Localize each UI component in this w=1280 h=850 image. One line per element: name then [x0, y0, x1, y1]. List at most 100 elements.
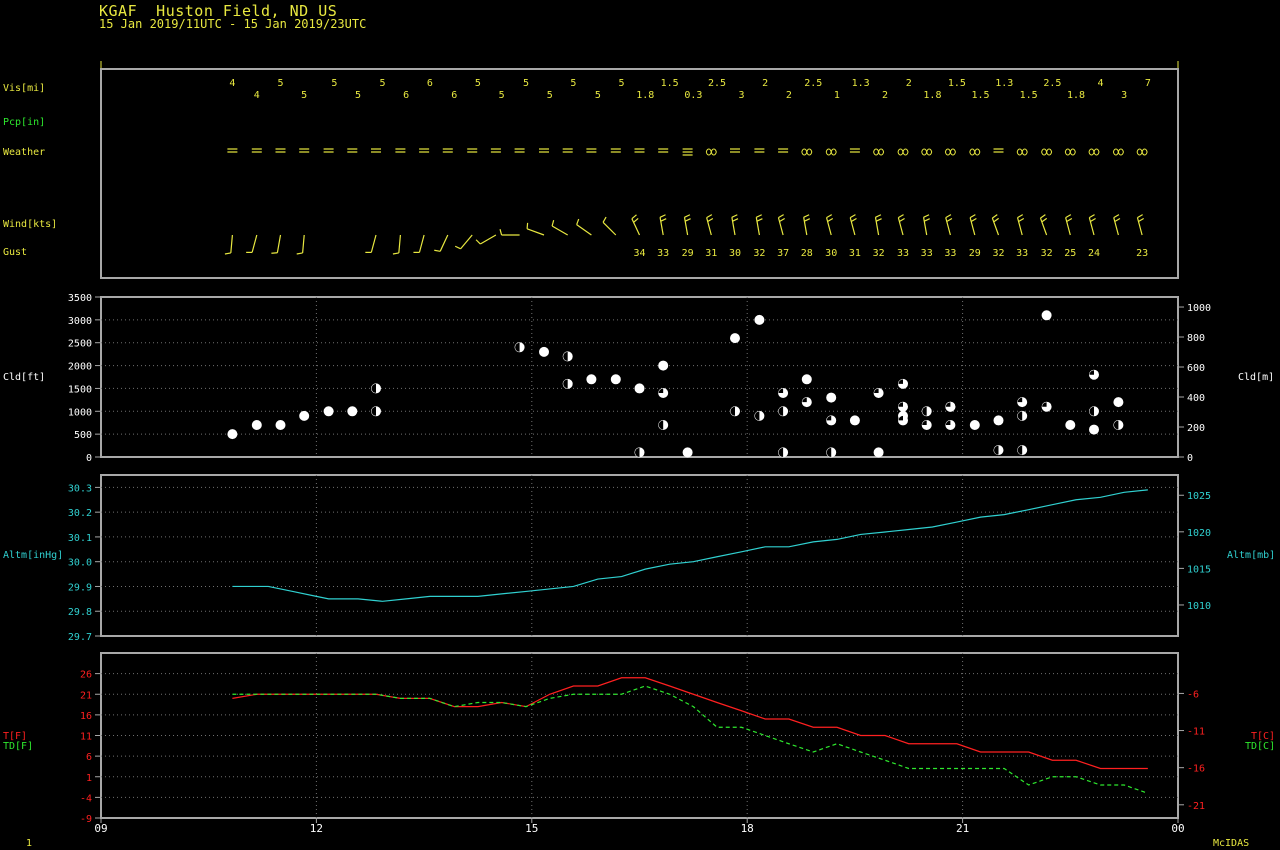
- cloud-m-axis-label: Cld[m]: [1238, 372, 1274, 383]
- temperature-c-tick-label: -21: [1187, 801, 1205, 812]
- wind-barb: [526, 228, 545, 236]
- temperature-f-tick-label: 16: [80, 711, 92, 722]
- vis-value: 5: [301, 90, 307, 101]
- dewpoint-line: [232, 685, 1149, 794]
- vis-value: 0.3: [684, 90, 702, 101]
- vis-value: 1.5: [1020, 90, 1038, 101]
- wind-barb-feather: [1017, 214, 1024, 219]
- gust-value: 32: [753, 248, 765, 259]
- cloud-ft-tick-label: 3500: [68, 293, 92, 304]
- cloud-ft-tick-label: 500: [74, 430, 92, 441]
- cloud-cover-sct-shade: [1017, 411, 1023, 421]
- vis-value: 5: [595, 90, 601, 101]
- temperature-f-tick-label: 26: [80, 670, 92, 681]
- wind-barb: [1113, 217, 1119, 236]
- vis-value: 5: [355, 90, 361, 101]
- cloud-cover-bkn-shade: [922, 420, 927, 425]
- vis-value: 4: [229, 78, 235, 89]
- vis-value: 1.5: [972, 90, 990, 101]
- cloud-cover-ovc: [754, 314, 765, 325]
- wind-barb-feather: [1113, 214, 1120, 219]
- gust-label: Gust: [3, 247, 27, 258]
- wind-barb: [922, 217, 928, 236]
- haze-weather-symbol: [801, 148, 813, 156]
- cloud-cover-ovc: [969, 420, 980, 430]
- cloud-cover-ovc: [610, 374, 621, 385]
- cloud-cover-ovc: [993, 415, 1004, 426]
- cloud-cover-ovc: [251, 420, 262, 430]
- gust-value: 32: [873, 248, 885, 259]
- gust-value: 31: [705, 248, 717, 259]
- vis-value: 5: [277, 78, 283, 89]
- wind-barb-feather: [1040, 214, 1046, 219]
- gust-value: 33: [897, 248, 909, 259]
- wind-barb-feather: [945, 214, 952, 219]
- vis-value: 5: [379, 78, 385, 89]
- wind-barb-feather: [1066, 217, 1073, 222]
- vis-value: 1.3: [852, 78, 870, 89]
- cloud-cover-ovc: [826, 392, 837, 403]
- wind-barb-feather: [1065, 214, 1072, 219]
- time-axis-tick-label: 00: [1171, 822, 1184, 835]
- vis-value: 2: [762, 78, 768, 89]
- cloud-cover-sct-shade: [563, 351, 568, 361]
- gust-value: 24: [1088, 248, 1100, 259]
- wind-barb: [969, 217, 976, 236]
- altimeter-inhg-tick-label: 29.7: [68, 632, 92, 643]
- haze-weather-symbol: [921, 148, 933, 156]
- cloud-cover-ovc: [227, 429, 238, 440]
- cloud-cover-ovc: [682, 447, 693, 458]
- haze-weather-symbol: [944, 148, 956, 156]
- wind-barb: [370, 234, 377, 253]
- gust-value: 32: [992, 248, 1004, 259]
- vis-value: 6: [451, 90, 457, 101]
- cloud-cover-bkn-shade: [778, 388, 784, 393]
- wind-barb: [631, 218, 641, 236]
- cloud-cover-bkn-shade: [945, 420, 951, 425]
- time-axis-tick-label: 09: [94, 822, 107, 835]
- station-title: KGAF Huston Field, ND US: [99, 2, 338, 20]
- time-axis-tick-label: 15: [525, 822, 538, 835]
- cloud-ft-axis-label: Cld[ft]: [3, 372, 45, 383]
- weather-label: Weather: [3, 147, 45, 158]
- cloud-cover-ovc: [347, 406, 358, 417]
- wind-barb-feather: [1090, 217, 1096, 222]
- vis-value: 1: [834, 90, 840, 101]
- wind-barb-feather: [434, 249, 441, 252]
- cloud-cover-sct-shade: [1089, 406, 1094, 416]
- wind-barb-feather: [633, 217, 639, 223]
- cloud-cover-bkn-shade: [658, 388, 664, 393]
- vis-value: 7: [1145, 78, 1151, 89]
- altimeter-panel-frame: [100, 474, 1179, 637]
- gust-value: 29: [969, 248, 981, 259]
- pcp-label: Pcp[in]: [3, 117, 45, 128]
- wind-barb-feather: [923, 214, 930, 218]
- wind-barb: [576, 224, 592, 236]
- wind-barb: [777, 217, 784, 236]
- brand-label: McIDAS: [1213, 838, 1250, 849]
- wind-barb-feather: [804, 218, 811, 222]
- wind-barb-feather: [898, 214, 904, 219]
- wind-barb-feather: [659, 214, 666, 218]
- wind-barb-feather: [551, 220, 555, 227]
- temperature-f-tick-label: -4: [80, 793, 92, 804]
- wind-barb-feather: [271, 252, 278, 254]
- cloud-cover-ovc: [323, 406, 334, 417]
- gust-value: 30: [825, 248, 837, 259]
- wind-barb-feather: [1114, 217, 1121, 222]
- wind-barb: [825, 217, 832, 236]
- wind-barb: [302, 234, 305, 253]
- vis-value: 2: [882, 90, 888, 101]
- wind-barb-feather: [224, 252, 231, 255]
- wind-barb: [230, 234, 233, 253]
- gust-value: 30: [729, 248, 741, 259]
- altimeter-mb-tick-label: 1015: [1187, 564, 1211, 575]
- haze-weather-symbol: [705, 148, 717, 156]
- altimeter-inhg-tick-label: 30.3: [68, 483, 92, 494]
- wind-barb-feather: [684, 218, 691, 222]
- wind-barb-feather: [899, 217, 905, 222]
- vis-value: 2.5: [1043, 78, 1061, 89]
- gust-value: 33: [657, 248, 669, 259]
- vis-value: 1.8: [636, 90, 654, 101]
- vis-value: 1.8: [923, 90, 941, 101]
